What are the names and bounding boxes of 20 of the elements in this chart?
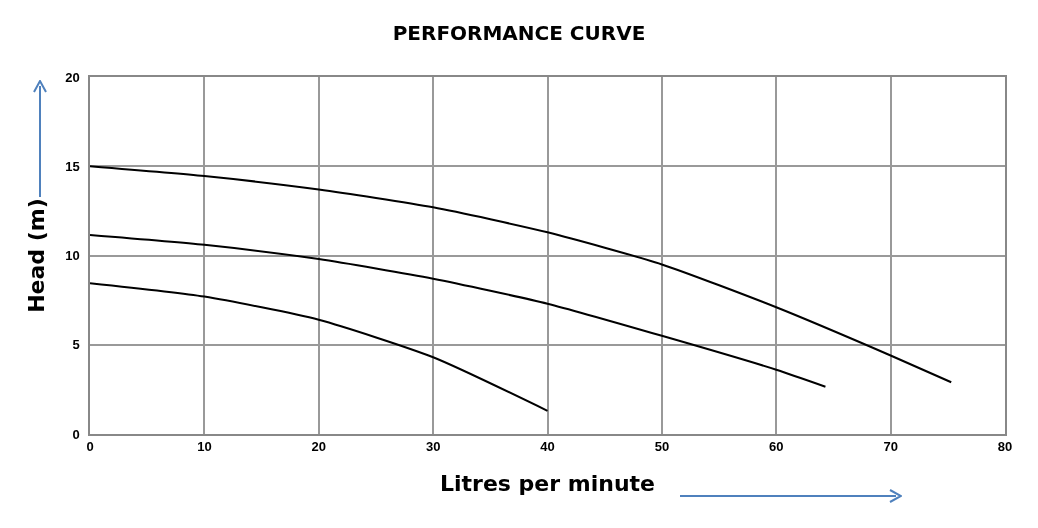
x-tick-label: 50 (654, 439, 670, 455)
y-tick-label: 0 (72, 426, 80, 442)
x-tick-label: 40 (540, 439, 555, 455)
y-tick-label: 20 (65, 69, 80, 85)
chart-title: PERFORMANCE CURVE (392, 21, 646, 46)
line-series (90, 282, 549, 412)
x-axis-title: Litres per minute (439, 470, 656, 496)
y-tick-label: 5 (72, 337, 80, 353)
y-tick-label: 10 (65, 248, 80, 264)
x-tick-label: 10 (197, 439, 212, 455)
x-tick-label: 0 (86, 439, 94, 455)
line-series (90, 233, 827, 388)
y-axis-title: Head (m) (24, 198, 50, 313)
line-series (90, 165, 953, 384)
x-tick-label: 30 (425, 439, 441, 455)
x-tick-label: 70 (883, 439, 898, 455)
y-tick-label: 15 (65, 158, 80, 174)
x-tick-label: 60 (769, 439, 784, 455)
x-tick-label: 20 (311, 439, 326, 455)
x-tick-label: 80 (997, 439, 1013, 455)
